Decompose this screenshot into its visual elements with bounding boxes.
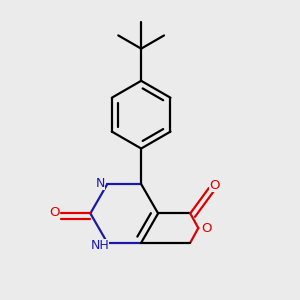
Text: O: O (201, 222, 212, 235)
Text: O: O (49, 206, 60, 219)
Text: NH: NH (91, 238, 109, 252)
Text: N: N (95, 177, 105, 190)
Text: O: O (209, 179, 219, 192)
